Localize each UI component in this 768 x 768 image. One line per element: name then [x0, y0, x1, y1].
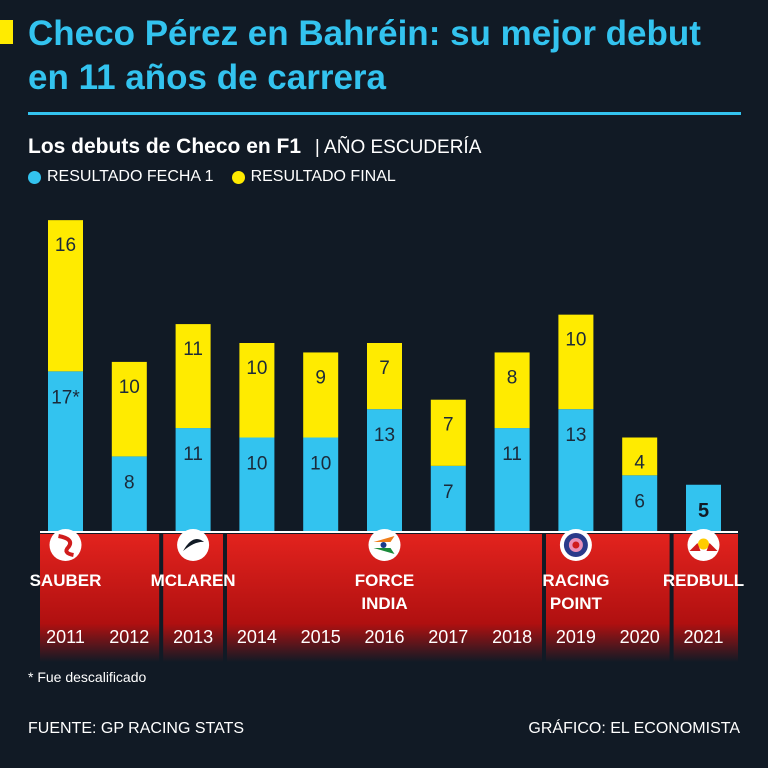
year-label-2020: 2020: [620, 627, 660, 647]
bar-fecha1-2011: [48, 371, 83, 532]
legend-swatch-final: [231, 170, 245, 184]
value-label-final-2011: 16: [55, 235, 76, 256]
legend-swatch-fecha1: [28, 170, 41, 184]
year-label-2012: 2012: [109, 627, 149, 647]
year-label-2019: 2019: [556, 627, 596, 647]
bar-final-2019: [558, 314, 594, 410]
bar-fecha1-2016: [367, 409, 402, 532]
bar-fecha1-2021: [686, 484, 721, 532]
legend-label-fecha1: RESULTADO FECHA 1: [47, 168, 214, 185]
legend-item-final: RESULTADO FINAL: [231, 167, 396, 187]
value-label-final-2018: 8: [507, 367, 518, 388]
legend: RESULTADO FECHA 1 RESULTADO FINAL: [28, 167, 396, 187]
year-label-2021: 2021: [683, 627, 723, 647]
year-label-2018: 2018: [492, 627, 532, 647]
value-label-fecha1-2016: 13: [374, 425, 395, 446]
bar-final-2012: [111, 361, 147, 457]
bar-final-2014: [239, 343, 275, 438]
team-label-racing-point-line2: POINT: [550, 594, 603, 613]
value-label-fecha1-2015: 10: [310, 454, 331, 475]
legend-item-fecha1: RESULTADO FECHA 1: [28, 167, 214, 187]
value-label-final-2013: 11: [183, 339, 203, 360]
bar-final-2013: [175, 324, 211, 429]
bar-fecha1-2015: [303, 437, 339, 532]
bar-final-2015: [303, 352, 339, 438]
value-label-fecha1-2018: 11: [502, 444, 522, 465]
bar-fecha1-2018: [494, 428, 530, 532]
team-label-force-india-line2: INDIA: [361, 594, 407, 613]
team-label-sauber-line1: SAUBER: [30, 571, 102, 590]
year-label-2014: 2014: [237, 627, 277, 647]
value-label-fecha1-2013: 11: [183, 444, 203, 465]
team-label-racing-point-line1: RACING: [542, 571, 609, 590]
value-label-final-2014: 10: [246, 358, 267, 379]
team-label-mclaren-line1: MCLAREN: [151, 571, 236, 590]
bar-final-2011: [48, 220, 83, 372]
value-label-final-2012: 10: [119, 377, 140, 398]
year-label-2017: 2017: [428, 627, 468, 647]
value-label-fecha1-2021: 5: [698, 500, 709, 522]
footnote: * Fue descalificado: [28, 669, 147, 685]
value-label-final-2016: 7: [379, 358, 390, 379]
year-label-2013: 2013: [173, 627, 213, 647]
bar-final-2016: [367, 343, 402, 410]
bar-fecha1-2014: [239, 437, 275, 532]
value-label-fecha1-2012: 8: [124, 472, 135, 493]
graphic-credit: GRÁFICO: EL ECONOMISTA: [528, 720, 740, 737]
subtitle-secondary: | AÑO ESCUDERÍA: [314, 137, 482, 158]
chart-subtitle: Los debuts de Checo en F1 | AÑO ESCUDERÍ…: [28, 134, 481, 161]
bar-fecha1-2020: [622, 475, 658, 532]
bar-final-2020: [622, 437, 658, 476]
team-label-force-india-line1: FORCE: [355, 571, 415, 590]
bar-fecha1-2017: [430, 465, 466, 532]
value-label-final-2019: 10: [565, 330, 586, 351]
value-label-fecha1-2019: 13: [565, 425, 586, 446]
value-label-fecha1-2011: 17*: [51, 387, 80, 408]
subtitle-main: Los debuts de Checo en F1: [28, 135, 302, 158]
value-label-final-2020: 4: [634, 453, 645, 474]
bar-final-2017: [430, 399, 466, 466]
bar-fecha1-2019: [558, 409, 594, 532]
redbull-logo: [687, 529, 720, 561]
value-label-final-2017: 7: [443, 415, 454, 436]
title-accent-block: [0, 20, 13, 44]
value-label-fecha1-2014: 10: [246, 454, 267, 475]
chart-title: Checo Pérez en Bahréin: su mejor debut e…: [28, 14, 701, 97]
bar-fecha1-2012: [111, 456, 147, 532]
legend-label-final: RESULTADO FINAL: [250, 168, 396, 185]
year-label-2015: 2015: [301, 627, 341, 647]
mclaren-logo: [177, 529, 210, 561]
racing-point-logo: [559, 529, 592, 561]
title-divider: [28, 112, 741, 115]
value-label-final-2015: 9: [315, 367, 326, 388]
value-label-fecha1-2017: 7: [443, 482, 454, 503]
year-label-2016: 2016: [364, 627, 404, 647]
bar-final-2018: [494, 352, 530, 429]
sauber-logo: [49, 529, 82, 561]
team-label-redbull-line1: REDBULL: [663, 571, 744, 590]
value-label-fecha1-2020: 6: [634, 491, 645, 512]
bar-fecha1-2013: [175, 428, 211, 532]
year-label-2011: 2011: [46, 627, 85, 647]
force-india-logo: [368, 529, 401, 561]
source-credit: FUENTE: GP RACING STATS: [28, 720, 245, 737]
